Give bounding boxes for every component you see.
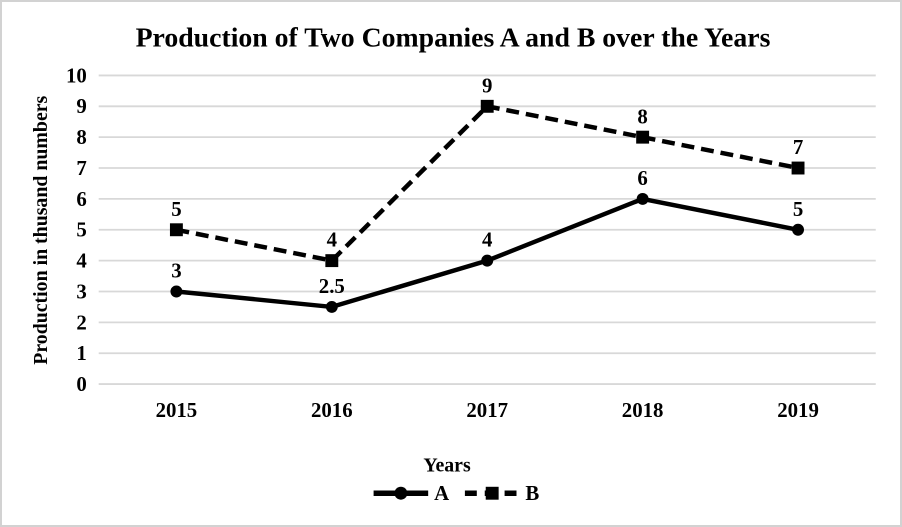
data-label-B: 4 xyxy=(327,228,338,252)
series-A-marker xyxy=(792,223,805,236)
data-label-A: 4 xyxy=(482,228,493,252)
x-tick-label: 2017 xyxy=(466,398,508,422)
data-label-A: 3 xyxy=(171,259,181,283)
y-axis-title: Production in thusand numbers xyxy=(30,95,52,364)
data-label-A: 2.5 xyxy=(319,274,345,298)
series-A-marker xyxy=(325,300,338,313)
plot-series: 3 2.5 4 6 5 5 4 9 8 7 xyxy=(169,73,805,313)
y-tick-label: 9 xyxy=(76,94,86,118)
data-label-B: 5 xyxy=(171,197,181,221)
series-A-marker xyxy=(636,192,649,205)
y-tick-label: 7 xyxy=(76,156,86,180)
y-axis-ticks: 0 1 2 3 4 5 6 7 8 9 10 xyxy=(66,63,87,396)
y-tick-label: 5 xyxy=(76,218,86,242)
legend-A-marker xyxy=(394,486,408,500)
data-label-B: 8 xyxy=(637,104,647,128)
legend-label-B: B xyxy=(525,481,539,505)
series-A-marker xyxy=(170,285,183,298)
series-A-marker xyxy=(481,254,494,267)
y-tick-label: 0 xyxy=(76,372,86,396)
data-label-A: 5 xyxy=(793,197,803,221)
data-label-A: 6 xyxy=(637,166,647,190)
y-tick-label: 6 xyxy=(76,187,86,211)
series-B-marker xyxy=(480,99,494,113)
x-axis-ticks: 2015 2016 2017 2018 2019 xyxy=(156,398,819,422)
x-tick-label: 2018 xyxy=(622,398,664,422)
y-tick-label: 2 xyxy=(76,310,86,334)
legend-item-A: A xyxy=(373,481,449,505)
data-label-B: 9 xyxy=(482,73,492,97)
y-tick-label: 4 xyxy=(76,249,87,273)
series-B-marker xyxy=(636,130,650,144)
legend-B-marker xyxy=(485,486,499,500)
x-tick-label: 2015 xyxy=(156,398,198,422)
x-tick-label: 2019 xyxy=(777,398,819,422)
y-tick-label: 8 xyxy=(76,125,86,149)
series-B-marker xyxy=(791,161,805,175)
series-B-marker xyxy=(325,254,339,268)
legend-label-A: A xyxy=(434,481,449,505)
x-axis-title: Years xyxy=(423,454,471,476)
y-tick-label: 1 xyxy=(76,341,86,365)
legend-item-B: B xyxy=(464,481,539,505)
chart-title: Production of Two Companies A and B over… xyxy=(136,23,771,54)
y-tick-label: 10 xyxy=(66,63,87,87)
data-label-B: 7 xyxy=(793,135,803,159)
series-B-marker xyxy=(169,223,183,237)
x-tick-label: 2016 xyxy=(311,398,353,422)
y-tick-label: 3 xyxy=(76,279,86,303)
